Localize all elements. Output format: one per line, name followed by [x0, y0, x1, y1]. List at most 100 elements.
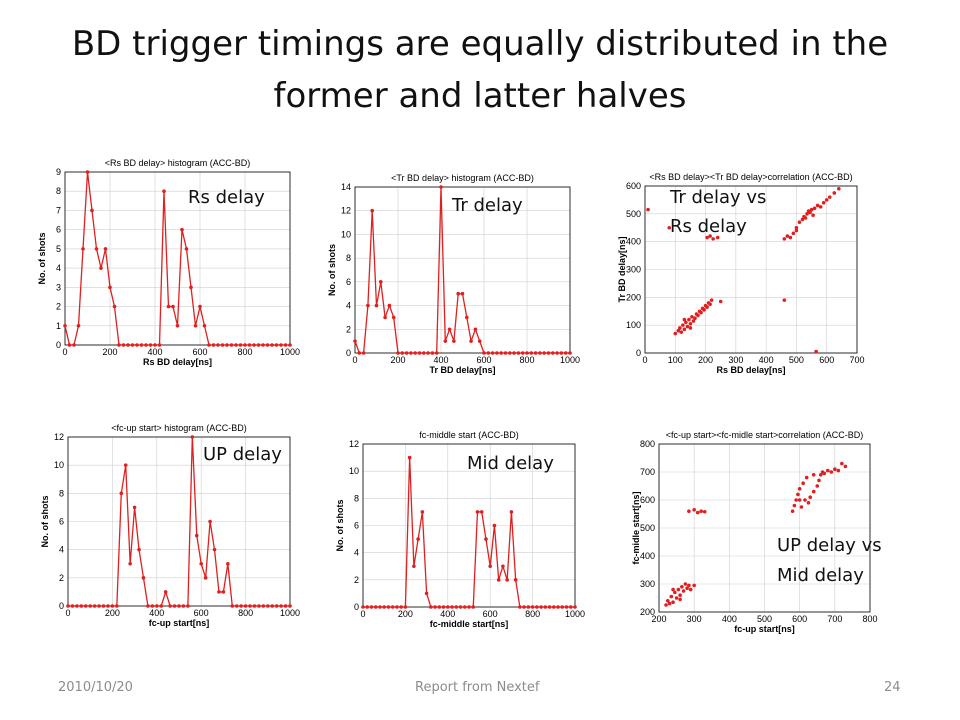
data-point: [437, 605, 442, 609]
data-point: [708, 234, 712, 238]
x-tick-label: 800: [862, 614, 877, 624]
data-point: [546, 351, 551, 355]
data-point: [361, 351, 366, 355]
data-point: [374, 303, 379, 308]
y-tick-label: 300: [626, 265, 641, 275]
data-point: [433, 605, 437, 609]
data-point: [132, 505, 137, 510]
data-point: [72, 343, 76, 347]
data-point: [382, 605, 386, 609]
data-point: [450, 605, 454, 609]
data-point: [678, 593, 682, 597]
data-point: [121, 343, 126, 347]
data-point: [702, 509, 707, 514]
data-point: [265, 343, 270, 347]
data-point: [646, 207, 650, 212]
data-point: [673, 331, 678, 336]
x-tick-label: 600: [819, 355, 834, 365]
chart-title: <fc-up start> histogram (ACC-BD): [111, 423, 247, 433]
data-point: [709, 298, 714, 302]
data-point: [818, 473, 823, 477]
data-point: [90, 208, 94, 213]
data-point: [837, 186, 841, 191]
data-point: [361, 605, 365, 609]
data-point: [163, 590, 168, 594]
x-axis-label: Rs BD delay[ns]: [716, 365, 785, 375]
x-tick-label: 700: [827, 614, 842, 624]
data-point: [369, 605, 374, 609]
data-point: [796, 492, 800, 497]
data-point: [144, 343, 148, 347]
data-point: [458, 605, 463, 609]
y-tick-label: 500: [640, 523, 655, 533]
x-tick-label: 200: [105, 608, 120, 618]
data-point: [166, 304, 171, 309]
x-tick-label: 1000: [565, 609, 585, 619]
data-point: [221, 590, 226, 594]
y-tick-label: 800: [640, 439, 655, 449]
data-point: [539, 605, 543, 609]
data-point: [153, 343, 157, 347]
data-point: [667, 225, 672, 230]
y-axis-label: fc-midle start[ns]: [631, 491, 641, 564]
data-point: [203, 576, 208, 580]
x-tick-label: 0: [62, 347, 67, 357]
data-point: [803, 498, 807, 502]
data-point: [705, 235, 709, 240]
data-point: [563, 351, 568, 355]
data-point: [687, 583, 691, 588]
data-point: [126, 343, 130, 347]
y-tick-label: 200: [626, 292, 641, 302]
data-point: [538, 351, 542, 355]
data-point: [797, 220, 802, 224]
x-tick-label: 800: [238, 608, 253, 618]
x-axis-label: fc-up start[ns]: [734, 624, 795, 634]
data-point: [788, 235, 793, 240]
data-point: [383, 315, 387, 320]
data-point: [803, 216, 808, 220]
up-vs-mid-label-line2: Mid delay: [777, 565, 864, 586]
data-point: [115, 604, 119, 608]
data-point: [97, 604, 101, 608]
data-point: [171, 304, 175, 309]
y-tick-label: 2: [346, 324, 351, 334]
y-tick-label: 2: [59, 573, 64, 583]
data-point: [243, 343, 247, 347]
data-point: [568, 351, 572, 355]
data-point: [75, 604, 79, 608]
data-point: [684, 320, 688, 325]
x-tick-label: 100: [668, 355, 683, 365]
data-point: [782, 237, 787, 241]
data-point: [509, 510, 514, 514]
data-point: [678, 326, 682, 330]
data-point: [199, 561, 203, 566]
data-point: [162, 189, 166, 194]
y-tick-label: 2: [354, 575, 359, 585]
y-tick-label: 500: [626, 209, 641, 219]
y-axis-label: No. of shots: [327, 244, 337, 296]
data-point: [693, 316, 697, 321]
y-tick-label: 4: [56, 263, 61, 273]
y-tick-label: 10: [341, 229, 351, 239]
data-point: [687, 317, 691, 322]
data-point: [836, 468, 841, 473]
x-tick-label: 300: [687, 614, 702, 624]
data-point: [496, 578, 501, 582]
data-point: [274, 343, 279, 347]
data-point: [667, 601, 672, 606]
data-point: [482, 351, 486, 355]
y-tick-label: 12: [349, 439, 359, 449]
data-point: [555, 351, 559, 355]
y-tick-label: 12: [341, 206, 351, 216]
chart-title: <Tr BD delay> histogram (ACC-BD): [391, 173, 534, 183]
data-point: [559, 351, 564, 355]
data-point: [486, 351, 491, 355]
x-axis-label: fc-middle start[ns]: [430, 619, 509, 629]
x-tick-label: 600: [476, 355, 491, 365]
data-point: [247, 343, 252, 347]
data-point: [283, 604, 288, 608]
data-point: [186, 604, 190, 608]
x-tick-label: 500: [757, 614, 772, 624]
data-point: [190, 435, 195, 439]
data-point: [824, 198, 829, 202]
